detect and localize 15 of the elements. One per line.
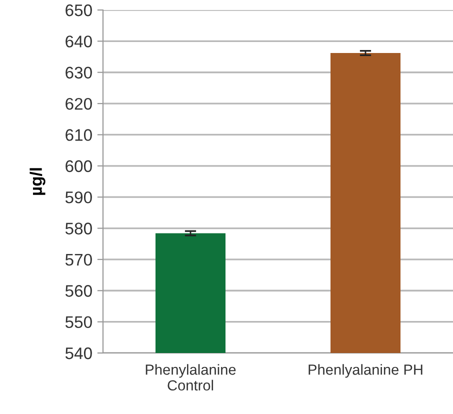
- y-tick-label: 600: [66, 160, 92, 172]
- y-tick-label: 640: [66, 36, 92, 48]
- y-tick-label: 650: [66, 4, 92, 16]
- y-tick-label: 590: [65, 191, 92, 204]
- x-tick-label: Phenylalanine Control: [146, 364, 236, 391]
- y-tick-label: 610: [66, 129, 92, 141]
- x-tick-label: Phenlyalanine PH: [308, 364, 422, 378]
- y-tick-label: 580: [65, 222, 92, 234]
- y-tick-label: 570: [65, 254, 92, 266]
- y-tick-label: 630: [66, 66, 92, 79]
- y-tick-label: 560: [65, 285, 92, 297]
- y-axis-title: µg/l: [30, 168, 46, 195]
- y-tick-label: 540: [65, 347, 92, 360]
- y-tick-label: 620: [66, 98, 92, 110]
- y-tick-label: 550: [65, 316, 92, 328]
